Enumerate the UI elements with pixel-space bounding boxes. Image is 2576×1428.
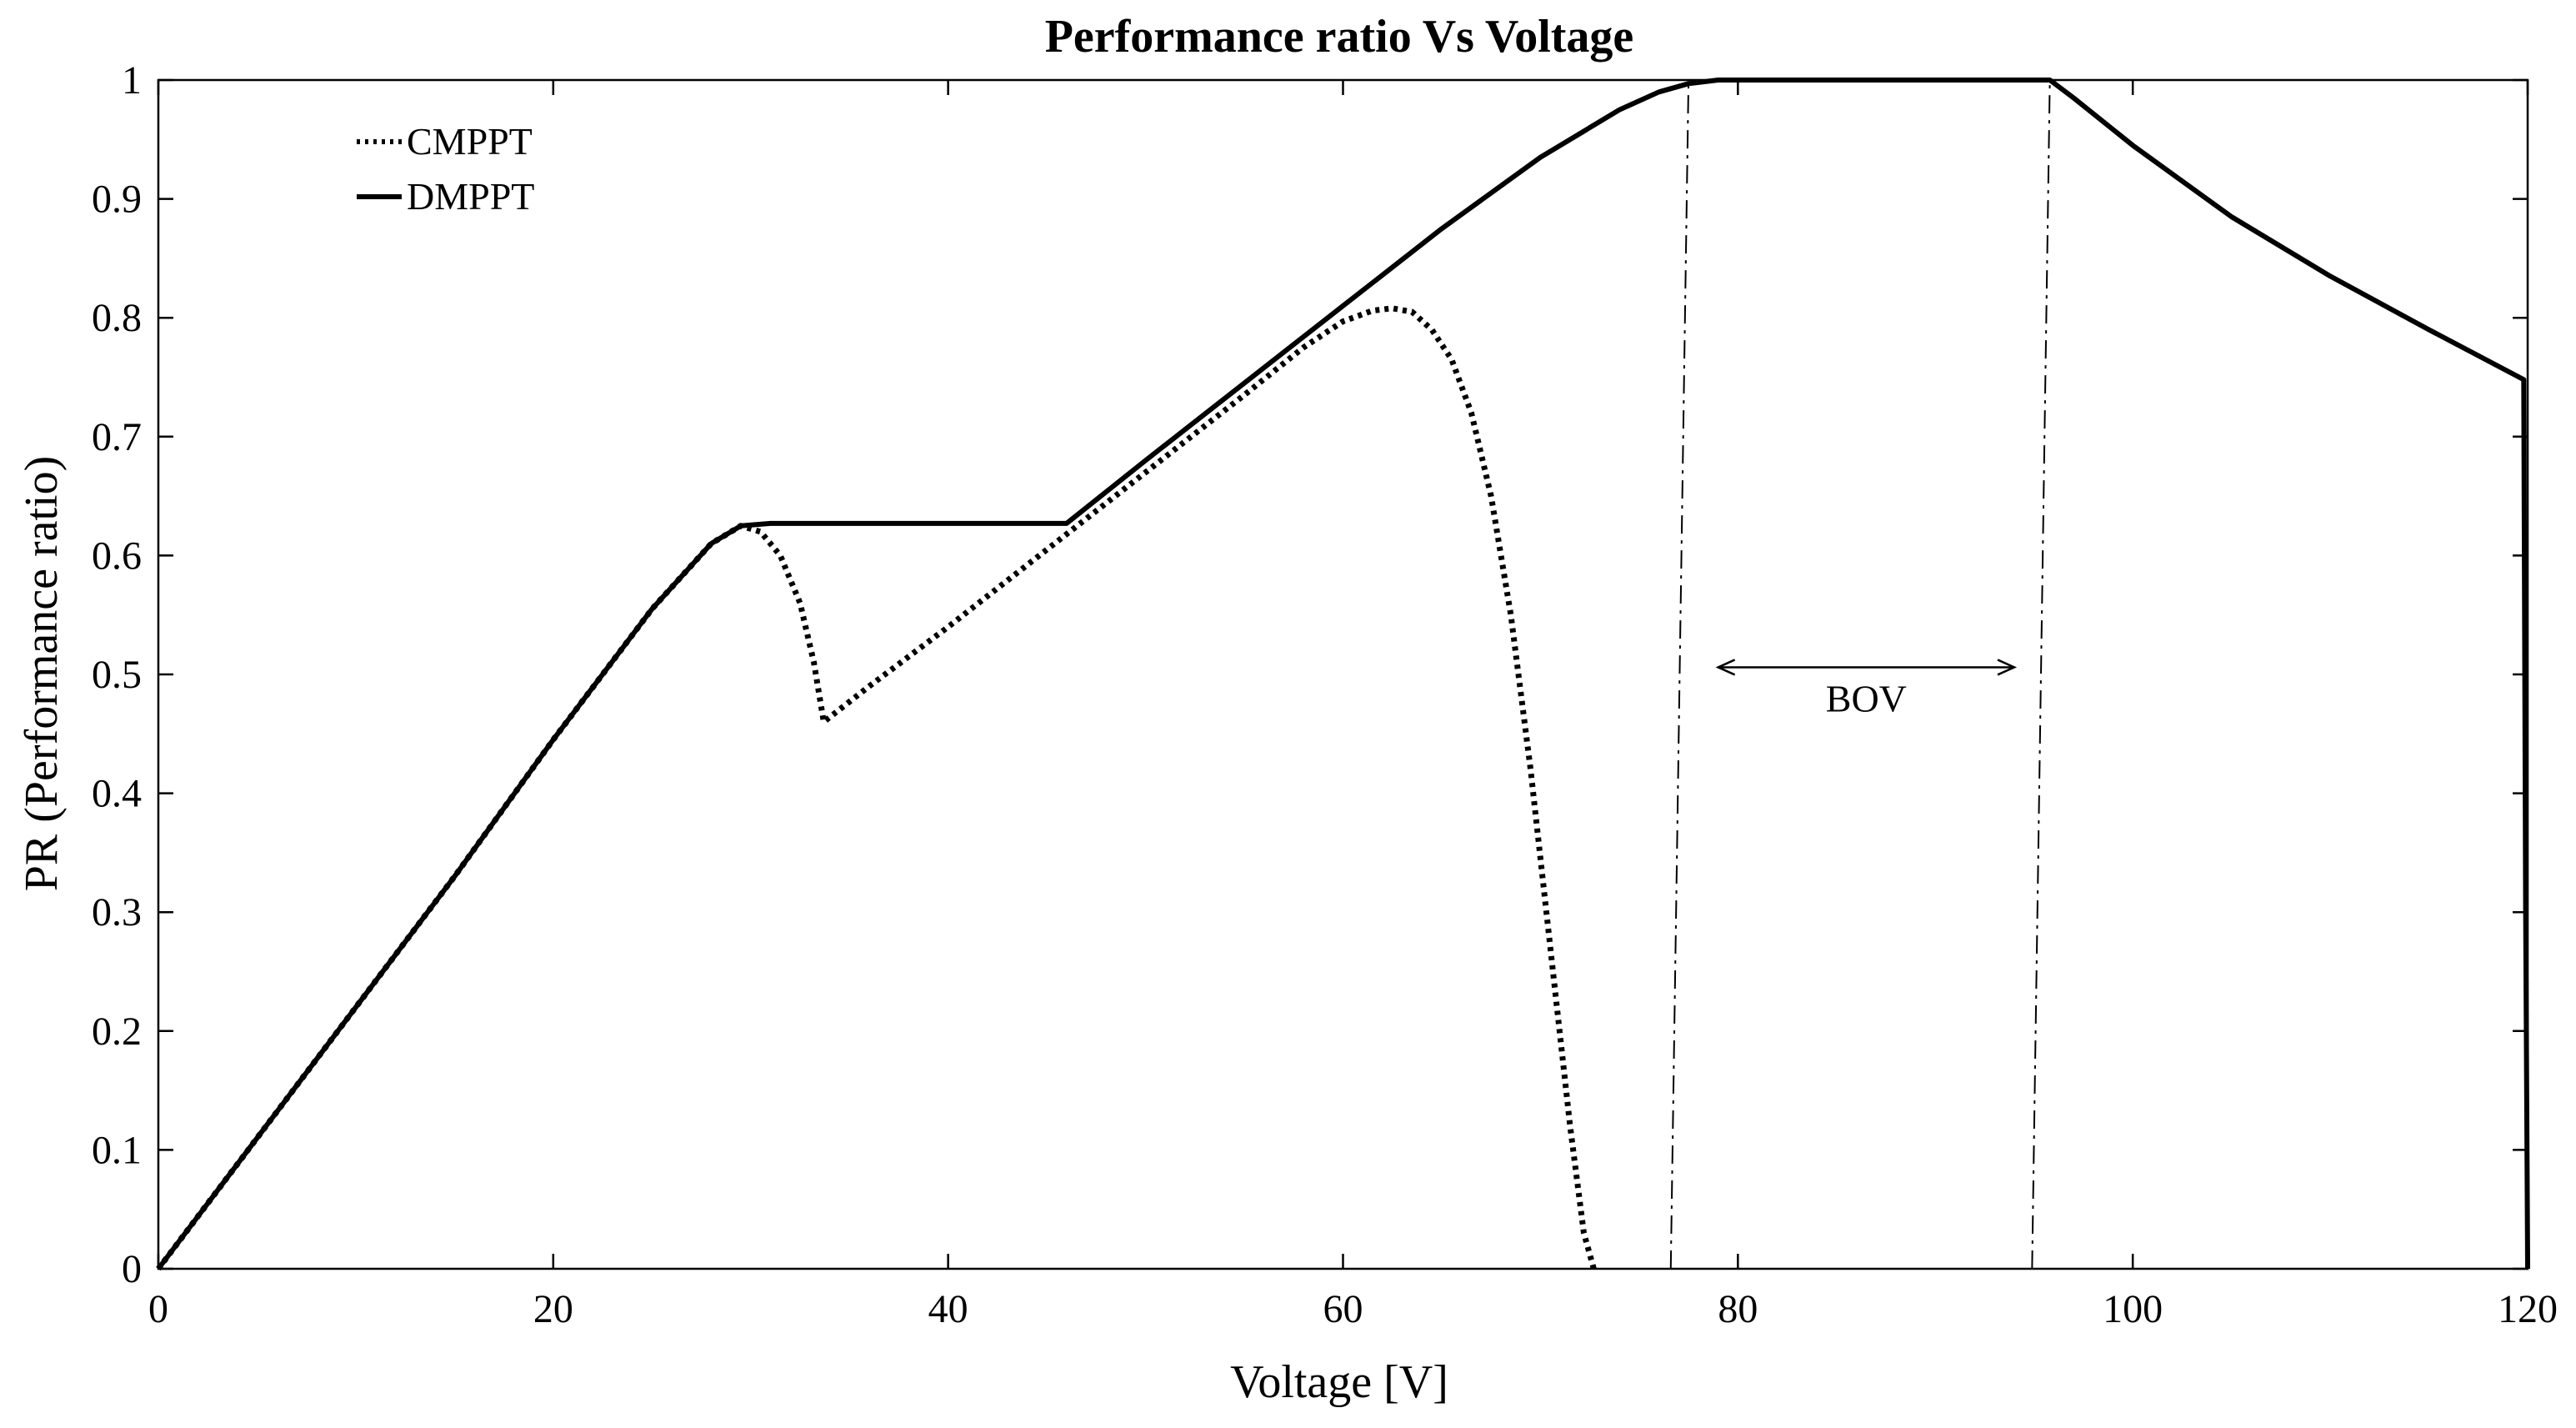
y-tick-label: 0.9 xyxy=(92,178,142,222)
series-dmppt-line xyxy=(156,78,2530,1270)
y-tick-label: 1 xyxy=(122,58,142,103)
bov-arrow-head-left xyxy=(1715,659,1736,676)
x-axis-label: Voltage [V] xyxy=(1230,1356,1448,1408)
legend-label-dmppt: DMPPT xyxy=(407,175,534,218)
x-tick-label: 20 xyxy=(533,1287,573,1331)
y-tick-label: 0.3 xyxy=(92,890,142,934)
y-tick-label: 0.6 xyxy=(92,534,142,578)
chart-title: Performance ratio Vs Voltage xyxy=(1045,11,1634,63)
x-tick-label: 60 xyxy=(1323,1287,1363,1331)
series-cmppt-line xyxy=(156,305,1597,1271)
y-tick-label: 0.1 xyxy=(92,1128,142,1172)
x-tick-label: 120 xyxy=(2498,1287,2558,1331)
tick-labels: 0 20 40 60 80 100 120 0 0.1 0.2 0.3 0.4 0.5 0.6 0.7 0.8… xyxy=(92,58,2558,1331)
x-tick-label: 0 xyxy=(148,1287,168,1331)
y-axis-label: PR (Performance ratio) xyxy=(16,456,68,891)
x-tick-label: 80 xyxy=(1718,1287,1758,1331)
bov-label: BOV xyxy=(1826,678,1907,720)
legend-label-cmppt: CMPPT xyxy=(407,120,533,163)
x-tick-label: 100 xyxy=(2103,1287,2163,1331)
y-tick-label: 0.2 xyxy=(92,1010,142,1054)
y-tick-label: 0.7 xyxy=(92,415,142,459)
y-tick-label: 0.8 xyxy=(92,296,142,340)
legend: CMPPT DMPPT xyxy=(357,120,534,218)
reference-lines xyxy=(1669,79,2051,1270)
left-boundary-line xyxy=(1669,79,1690,1270)
y-tick-label: 0 xyxy=(122,1247,142,1291)
bov-annotation: BOV xyxy=(1715,659,2018,720)
series-layer xyxy=(156,78,2530,1271)
y-tick-label: 0.5 xyxy=(92,653,142,697)
y-tick-label: 0.4 xyxy=(92,772,142,816)
axis-ticks xyxy=(157,78,2529,1270)
plot-frame xyxy=(157,78,2529,1270)
right-boundary-line xyxy=(2031,79,2051,1270)
bov-arrow-head-right xyxy=(1997,659,2018,676)
x-tick-label: 40 xyxy=(928,1287,968,1331)
